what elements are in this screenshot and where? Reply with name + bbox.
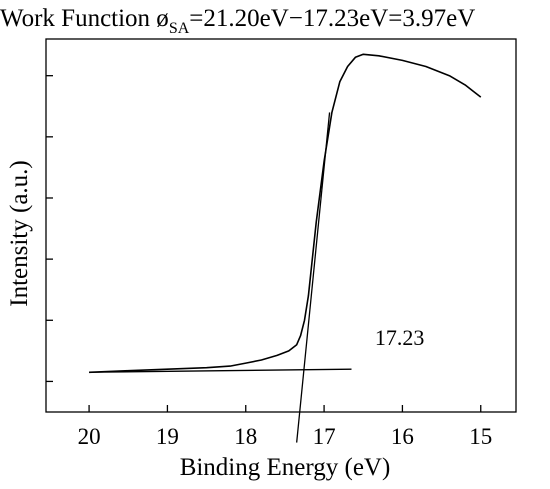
annotation-onset-value: 17.23 (375, 325, 425, 350)
chart-title: Work Function øSA=21.20eV−17.23eV=3.97eV (0, 5, 475, 37)
x-tick-label-2: 18 (234, 424, 257, 449)
x-tick-label-4: 16 (391, 424, 414, 449)
x-axis-label: Binding Energy (eV) (180, 454, 391, 481)
x-tick-label-0: 20 (78, 424, 101, 449)
data-lines (89, 53, 482, 443)
axis-ticks (46, 75, 482, 412)
plot-frame (45, 38, 517, 413)
plot-area (45, 38, 517, 443)
series-line-0 (89, 53, 482, 374)
y-axis-label: Intensity (a.u.) (6, 160, 33, 306)
x-tick-label-1: 19 (156, 424, 179, 449)
x-tick-label-5: 15 (469, 424, 492, 449)
baseline-fit-line (89, 368, 352, 373)
x-tick-label-3: 17 (313, 424, 336, 449)
onset-tangent-line (296, 112, 331, 443)
x-tick-labels: 20 19 18 17 16 15 (78, 424, 493, 449)
